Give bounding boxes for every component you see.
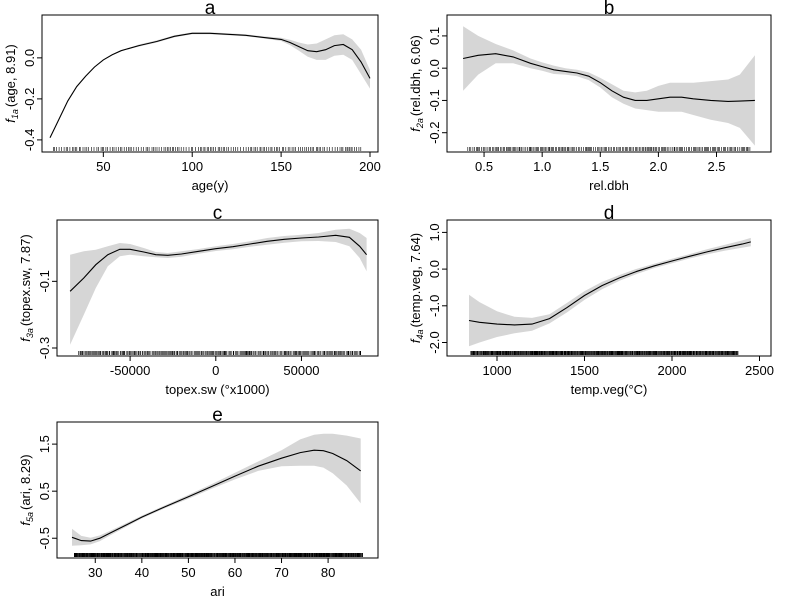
x-axis-label: topex.sw (°x1000) [165,382,269,397]
y-axis-label: f3a (topex.sw, 7.87) [18,234,35,341]
y-tick-label: 0.0 [427,260,442,278]
panel-title: b [604,0,615,19]
x-axis-label: temp.veg(°C) [571,382,648,397]
y-tick-label: -0.2 [427,122,442,144]
x-tick-label: 150 [270,159,292,174]
y-axis-label: f5a (ari, 8.29) [18,454,35,525]
confidence-band [469,237,751,347]
plot-frame [41,14,379,153]
panel-title: e [212,405,223,426]
smooth-fit-line [468,241,751,326]
x-tick-label: 2500 [745,363,774,378]
y-tick-label: -1.0 [427,295,442,317]
y-tick-label: -0.3 [37,337,52,359]
y-axis-label-subscript: 5a [25,512,35,522]
x-tick-label: 40 [135,565,149,580]
rug-marks [78,351,362,355]
confidence-band [72,433,361,546]
y-axis-label: f4a (temp.veg, 7.64) [408,233,425,343]
y-axis-label: f2a (rel.dbh, 6.06) [408,35,425,132]
y-axis-label-args: (age, 8.91) [3,44,18,107]
smooth-fit-line [462,53,755,102]
x-tick-label: 70 [274,565,288,580]
smooth-fit-line [49,32,371,139]
x-tick-label: 100 [181,159,203,174]
confidence-band [50,32,370,138]
y-tick-label: 1.0 [427,223,442,241]
y-axis-label-function: f [3,118,18,123]
x-tick-label: 0.5 [475,159,493,174]
y-axis-label-args: (rel.dbh, 6.06) [408,35,423,116]
plot-frame [56,421,379,559]
x-tick-label: 2000 [658,363,687,378]
x-tick-label: 60 [228,565,242,580]
y-axis-label-subscript: 3a [25,328,35,338]
x-tick-label: 1.0 [533,159,551,174]
x-tick-label: 30 [88,565,102,580]
plot-frame [446,219,772,357]
x-tick-label: 200 [359,159,381,174]
y-tick-label: 0.5 [37,482,52,500]
panel-e: e 30 40 50 60 70 80 -0.5 0.5 1.5 ari f5a (ari, 8.29) [18,405,379,596]
y-axis-label-subscript: 2a [415,118,425,129]
panel-title: a [205,0,216,19]
x-tick-label: -50000 [110,363,150,378]
y-axis-label-subscript: 4a [415,330,425,340]
x-tick-label: 1000 [483,363,512,378]
smooth-fit-line [71,449,362,542]
panel-d: d 1000 1500 2000 2500 -2.0 -1.0 0.0 1.0 temp.veg(… [408,203,774,397]
x-axis-label: age(y) [192,178,229,193]
x-tick-label: 0 [212,363,219,378]
x-tick-label: 50 [96,159,110,174]
y-axis-label-function: f [408,127,423,132]
x-axis-label: ari [210,584,225,596]
y-tick-label: -0.1 [37,270,52,292]
plot-frame [56,219,379,357]
plot-frame [446,14,772,153]
rug-marks [467,147,751,151]
y-tick-label: 1.5 [37,435,52,453]
rug-marks [74,553,364,557]
y-tick-label: 0.0 [427,59,442,77]
confidence-band [70,228,367,345]
y-axis-label-args: (temp.veg, 7.64) [408,233,423,328]
panel-title: c [213,203,223,224]
panel-title: d [604,203,615,224]
y-axis-label-args: (topex.sw, 7.87) [18,234,33,326]
rug-marks [470,351,739,355]
y-tick-label: 0.1 [427,27,442,45]
x-tick-label: 2.0 [649,159,667,174]
x-tick-label: 50 [181,565,195,580]
y-axis-label-function: f [18,521,33,526]
y-axis-label-subscript: 1a [10,109,20,119]
y-tick-label: 0.0 [22,49,37,67]
panel-b: b 0.5 1.0 1.5 2.0 2.5 -0.2 -0.1 0.0 0.1 rel.dbh f2a… [408,0,772,193]
y-tick-label: -0.4 [22,129,37,151]
smooth-fit-line [69,234,368,292]
rug-marks [53,147,362,151]
panel-a: a 50 100 150 200 -0.4 -0.2 0.0 age(y) f1a (age, 8.… [3,0,381,193]
y-tick-label: -2.0 [427,331,442,353]
x-axis-label: rel.dbh [589,178,629,193]
panel-c: c -50000 0 50000 -0.3 -0.1 topex.sw (°x1000) f3… [18,203,379,397]
y-axis-label: f1a (age, 8.91) [3,44,20,123]
x-tick-label: 50000 [283,363,319,378]
y-tick-label: -0.5 [37,527,52,549]
y-axis-label-function: f [408,338,423,343]
y-axis-label-function: f [18,337,33,342]
x-tick-label: 2.5 [707,159,725,174]
y-tick-label: -0.1 [427,89,442,111]
confidence-band [463,26,755,146]
y-tick-label: -0.2 [22,88,37,110]
x-tick-label: 1500 [570,363,599,378]
x-tick-label: 1.5 [591,159,609,174]
x-tick-label: 80 [321,565,335,580]
y-axis-label-args: (ari, 8.29) [18,454,33,510]
